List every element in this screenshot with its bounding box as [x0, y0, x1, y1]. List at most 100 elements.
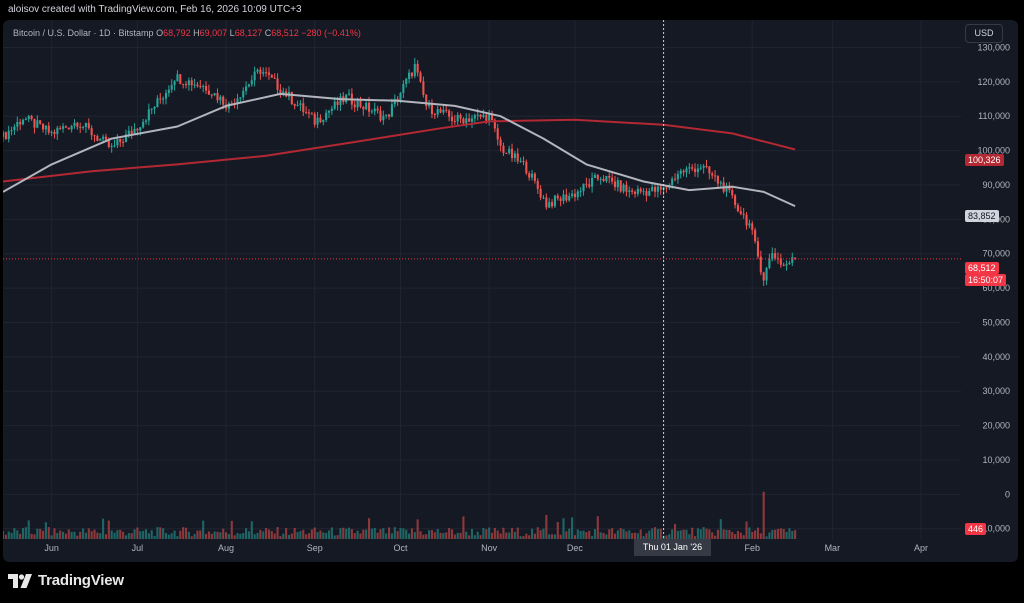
volume-bar	[691, 527, 694, 539]
candle-body	[159, 98, 162, 100]
volume-bar	[287, 534, 291, 539]
candle-body	[548, 202, 551, 208]
volume-bar	[62, 531, 65, 539]
volume-bar	[519, 536, 522, 539]
volume-bar	[402, 528, 405, 539]
candle-body	[4, 132, 7, 140]
candle-body	[488, 113, 491, 122]
volume-bar	[365, 529, 368, 539]
volume-bar	[47, 527, 50, 539]
volume-bar	[270, 531, 273, 539]
chart-panel[interactable]: 130,000120,000110,000100,00090,00080,000…	[3, 20, 1018, 562]
volume-bar	[788, 528, 791, 539]
volume-bar	[548, 534, 551, 539]
volume-bar	[250, 521, 253, 539]
candle-body	[296, 104, 299, 106]
price-axis-label: 130,000	[977, 42, 1010, 52]
candle-body	[116, 139, 119, 146]
price-axis-label: 100,000	[977, 146, 1010, 156]
candle-body	[762, 272, 765, 281]
candle-body	[282, 91, 285, 94]
candle-body	[136, 128, 139, 131]
currency-button[interactable]: USD	[965, 24, 1003, 43]
candle-body	[353, 104, 356, 108]
candle-body	[367, 102, 371, 112]
volume-bar	[99, 533, 102, 539]
volume-bar	[122, 531, 125, 539]
tradingview-wordmark: TradingView	[38, 572, 124, 589]
volume-bar	[342, 527, 345, 539]
volume-bar	[133, 529, 136, 539]
volume-bar	[327, 530, 331, 539]
volume-bar	[130, 533, 133, 539]
candle-body	[176, 74, 179, 82]
candle-body	[376, 108, 379, 111]
candle-body	[113, 145, 116, 147]
candle-body	[676, 173, 679, 180]
volume-bar	[510, 528, 514, 539]
candle-body	[533, 173, 536, 181]
candle-body	[216, 93, 219, 101]
volume-bar	[453, 534, 456, 539]
open-label: O	[156, 28, 164, 38]
volume-bar	[736, 530, 739, 539]
candle-body	[479, 114, 482, 118]
volume-bar	[93, 529, 96, 539]
volume-bar	[390, 533, 393, 539]
candle-body	[133, 128, 136, 134]
volume-bar	[776, 528, 780, 539]
candle-body	[645, 191, 648, 196]
volume-bar	[636, 533, 639, 539]
volume-bar	[116, 530, 119, 539]
candle-body	[759, 256, 762, 273]
volume-bar	[599, 532, 602, 539]
candle-body	[671, 178, 674, 185]
volume-bar	[53, 528, 56, 539]
candle-body	[493, 119, 496, 129]
candle-body	[253, 71, 256, 81]
volume-bar	[671, 529, 674, 539]
volume-bar	[459, 532, 462, 539]
candle-body	[242, 90, 245, 98]
tradingview-logo[interactable]: TradingView	[8, 572, 124, 589]
volume-bar	[693, 536, 697, 539]
volume-tag: 446	[965, 523, 987, 535]
volume-bar	[336, 535, 339, 539]
candle-body	[439, 109, 442, 113]
price-chart[interactable]: 130,000120,000110,000100,00090,00080,000…	[3, 20, 1018, 562]
volume-bar	[245, 528, 248, 539]
bar-countdown-tag: 16:50:07	[965, 274, 1007, 286]
candle-body	[202, 86, 205, 88]
volume-bar	[204, 534, 208, 539]
volume-bar	[622, 529, 625, 539]
volume-bar	[307, 533, 311, 539]
volume-bar	[302, 529, 305, 539]
candle-body	[402, 84, 405, 93]
candle-body	[53, 131, 56, 135]
time-axis-label: Jun	[44, 543, 59, 553]
candle-body	[187, 80, 190, 86]
volume-bar	[416, 519, 419, 539]
candle-body	[622, 184, 625, 192]
candle-body	[693, 168, 697, 173]
time-axis-label: Mar	[825, 543, 841, 553]
candle-body	[388, 114, 391, 117]
candle-body	[73, 122, 76, 126]
candle-body	[416, 63, 419, 73]
volume-bar	[774, 529, 777, 539]
volume-bar	[184, 527, 188, 539]
candle-body	[659, 186, 662, 190]
high-value: 69,007	[199, 28, 228, 38]
volume-bar	[84, 532, 87, 539]
volume-bar	[150, 530, 153, 539]
candle-body	[170, 85, 173, 90]
candle-body	[64, 126, 67, 128]
volume-bar	[345, 528, 348, 539]
volume-bar	[751, 532, 754, 539]
volume-bar	[256, 532, 259, 539]
candle-body	[754, 229, 757, 242]
volume-bar	[433, 532, 436, 539]
volume-bar	[785, 531, 788, 539]
candle-body	[639, 188, 642, 192]
volume-bar	[488, 527, 491, 539]
